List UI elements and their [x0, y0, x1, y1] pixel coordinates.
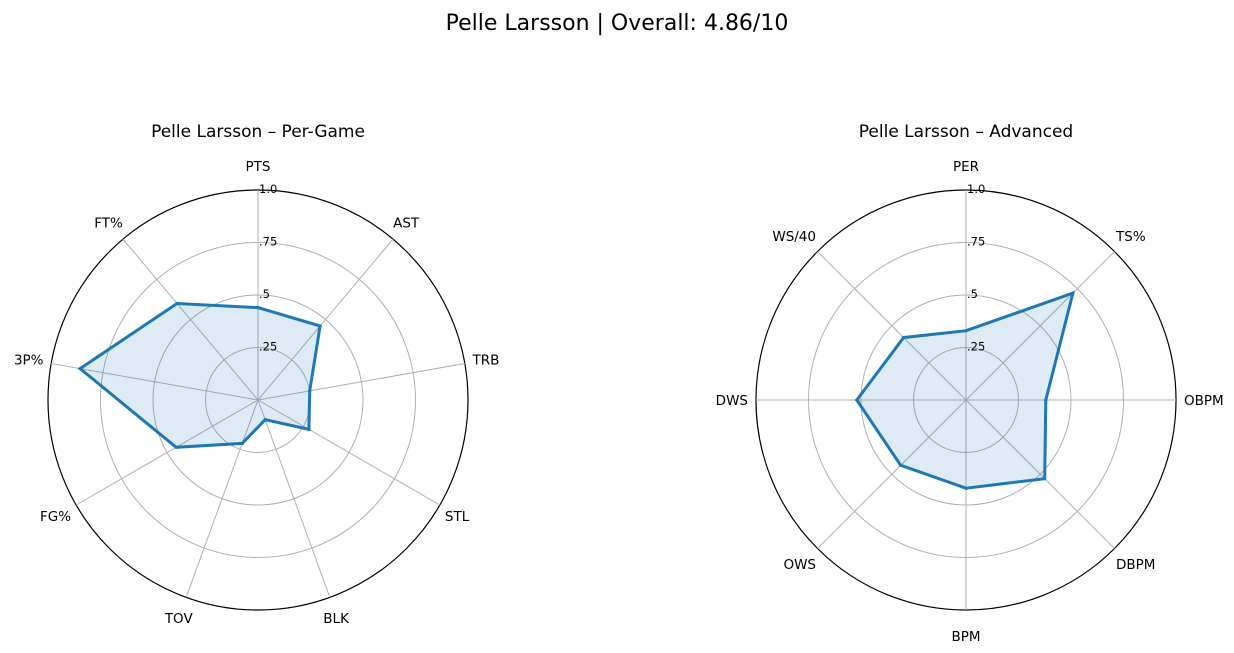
chart-title: Pelle Larsson – Per-Game	[151, 122, 365, 142]
axis-label-blk: BLK	[323, 611, 350, 627]
spoke-3p-pct	[51, 363, 259, 401]
data-point-trb	[308, 389, 312, 393]
spoke-tov	[185, 399, 259, 598]
data-point-blk	[263, 418, 267, 422]
chart-title: Pelle Larsson – Advanced	[859, 122, 1073, 142]
radial-tick-label: 1.0	[967, 182, 985, 196]
radial-tick-label: .25	[967, 340, 985, 354]
radar-chart-per-game: Pelle Larsson – Per-Game .25 .5 .75 1.0 PTS AS…	[14, 122, 499, 627]
axis-label-tov: TOV	[164, 611, 194, 627]
spoke-ows	[817, 399, 967, 549]
spoke-ts-pct	[965, 251, 1115, 401]
data-point-ows	[899, 463, 903, 467]
axis-label-dbpm: DBPM	[1116, 557, 1155, 573]
series-line	[77, 301, 322, 449]
axis-label-ts-pct: TS%	[1115, 229, 1146, 245]
series-fill	[856, 293, 1073, 489]
axis-label-ast: AST	[393, 215, 420, 231]
data-point-obpm	[1044, 398, 1048, 402]
spoke-stl	[257, 399, 441, 506]
data-point-pts	[256, 306, 260, 310]
spoke-ft-pct	[122, 238, 259, 401]
axis-label-ft-pct: FT%	[94, 215, 123, 231]
data-point-ws-40	[902, 336, 906, 340]
spoke-trb	[257, 363, 465, 401]
spoke-ws-40	[817, 251, 967, 401]
spoke-fg-pct	[75, 399, 259, 506]
axis-label-trb: TRB	[472, 353, 500, 369]
figure-title: Pelle Larsson | Overall: 4.86/10	[446, 11, 789, 36]
data-point-ast	[318, 324, 322, 328]
axis-label-stl: STL	[445, 509, 470, 525]
axis-label-ws-40: WS/40	[772, 229, 816, 245]
data-point-bpm	[964, 486, 968, 490]
axis-label-bpm: BPM	[951, 629, 980, 645]
spoke-dbpm	[965, 399, 1115, 549]
radial-tick-label: .75	[259, 235, 277, 249]
axis-label-obpm: OBPM	[1184, 393, 1224, 409]
data-point-per	[964, 329, 968, 333]
radial-tick-label: .25	[259, 340, 277, 354]
radial-tick-label: 1.0	[259, 182, 277, 196]
axis-label-dws: DWS	[716, 393, 748, 409]
data-point-ts-pct	[1071, 291, 1075, 295]
series-fill	[80, 303, 321, 448]
radar-chart-advanced: Pelle Larsson – Advanced .25 .5 .75 1.0 PER TS…	[716, 122, 1224, 645]
radial-tick-label: .5	[967, 287, 978, 301]
spoke-blk	[257, 399, 331, 598]
axis-label-per: PER	[953, 159, 979, 175]
spoke-ast	[257, 238, 394, 401]
data-point-dws	[855, 398, 859, 402]
axis-label-ows: OWS	[783, 557, 816, 573]
data-point-tov	[240, 441, 244, 446]
data-point-stl	[307, 427, 311, 431]
radial-tick-label: .75	[967, 235, 985, 249]
axis-label-pts: PTS	[246, 159, 271, 175]
data-point-ft-pct	[175, 301, 179, 306]
data-point-3p-pct	[78, 367, 82, 371]
axis-label-3p-pct: 3P%	[14, 353, 44, 369]
data-point-dbpm	[1043, 477, 1047, 481]
radial-tick-label: .5	[259, 287, 270, 301]
axis-label-fg-pct: FG%	[40, 509, 71, 525]
data-point-fg-pct	[174, 445, 178, 449]
